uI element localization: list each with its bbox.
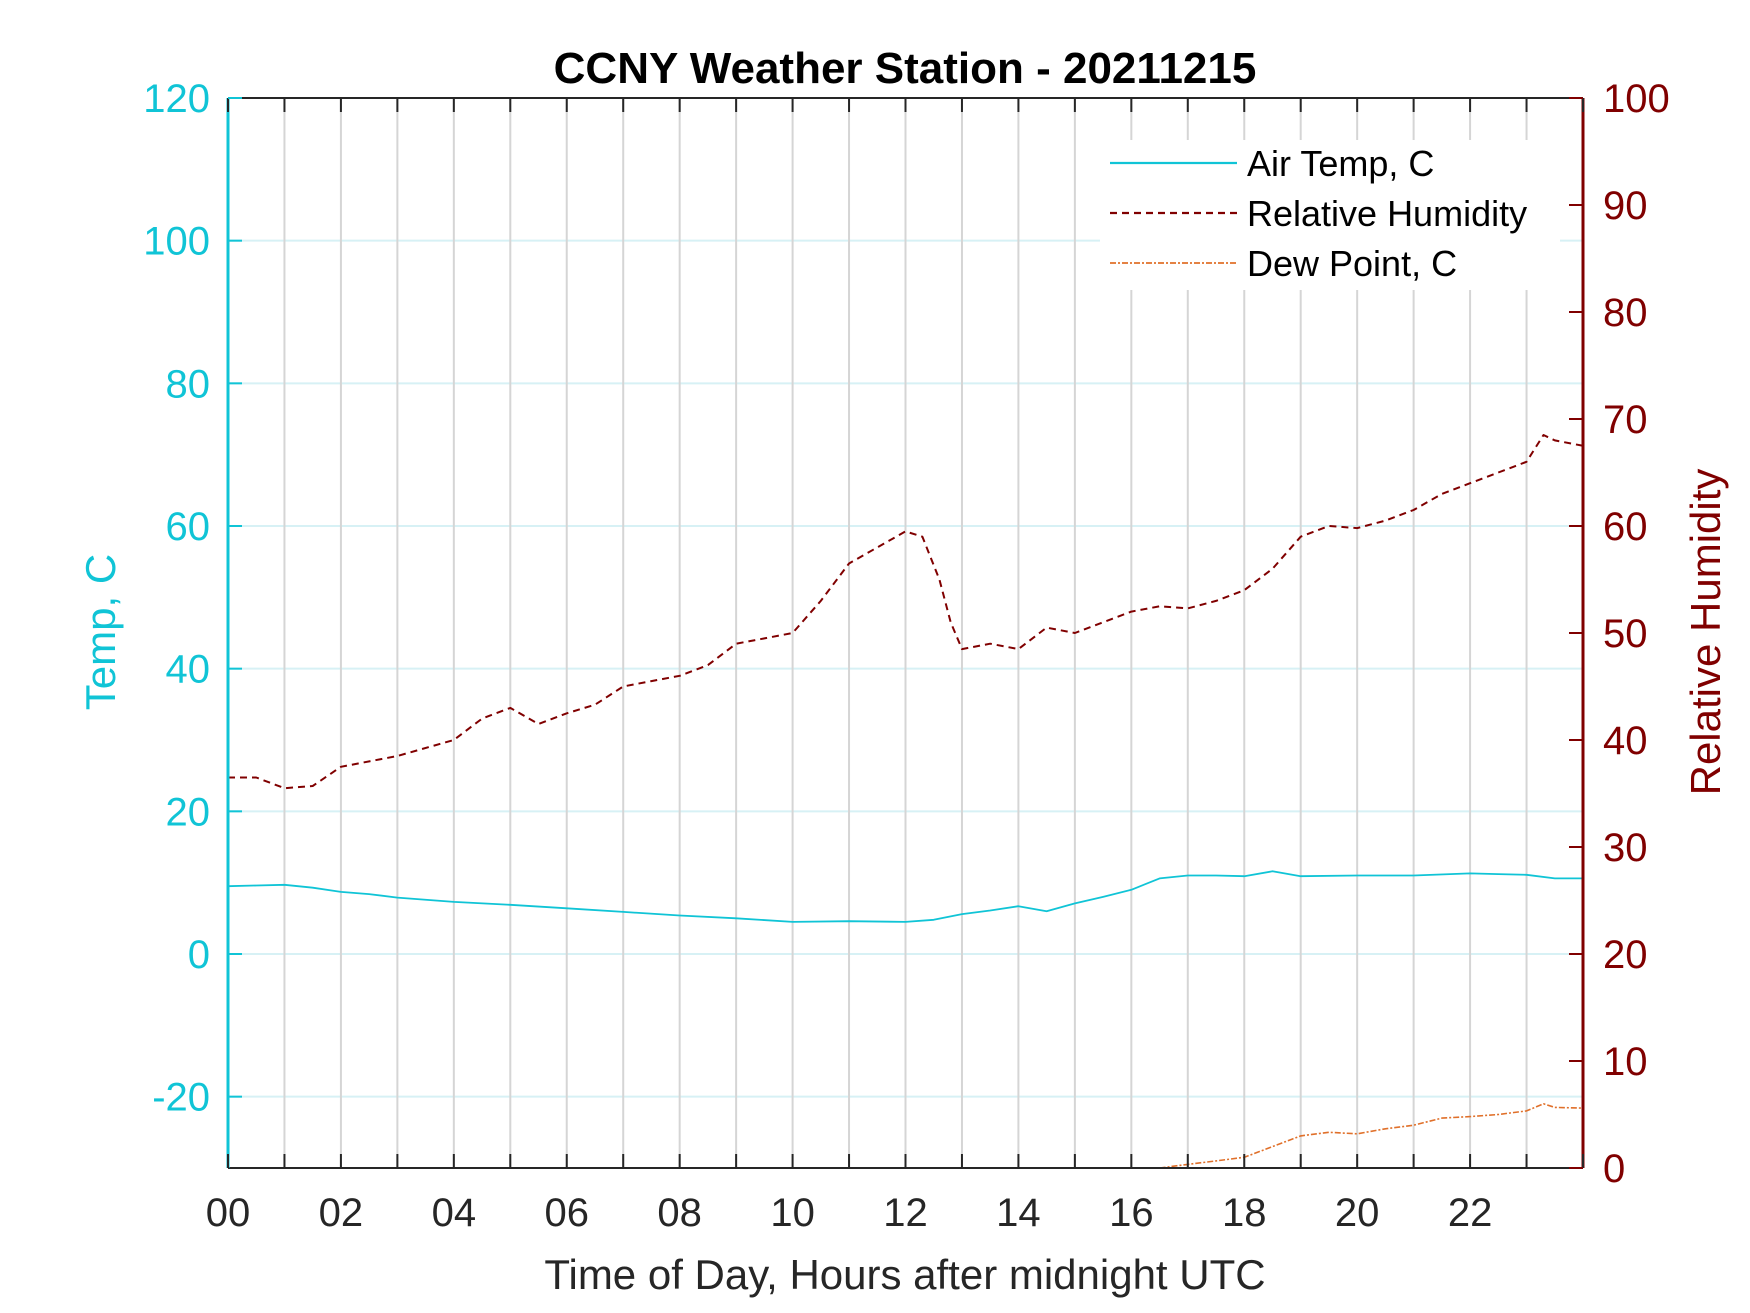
y-right-tick-label: 20 <box>1603 933 1648 977</box>
y-left-tick-label: 120 <box>143 77 210 121</box>
x-tick-label: 08 <box>657 1191 702 1235</box>
y-right-tick-label: 40 <box>1603 719 1648 763</box>
y-left-tick-label: 20 <box>166 790 211 834</box>
legend: Air Temp, C Relative Humidity Dew Point,… <box>1100 140 1560 290</box>
y-right-tick-label: 70 <box>1603 398 1648 442</box>
legend-box <box>1100 140 1560 290</box>
y-left-tick-label: -20 <box>152 1076 210 1120</box>
legend-label-dew-point: Dew Point, C <box>1247 243 1457 284</box>
series-line-relative-humidity <box>228 434 1584 790</box>
x-tick-label: 02 <box>319 1191 364 1235</box>
x-tick-label: 22 <box>1448 1191 1493 1235</box>
x-tick-label: 16 <box>1109 1191 1154 1235</box>
x-tick-label: 10 <box>770 1191 815 1235</box>
legend-label-relative-humidity: Relative Humidity <box>1247 193 1527 234</box>
y-left-tick-label: 0 <box>188 933 210 977</box>
series-layer <box>227 434 1584 1169</box>
series-line-air-temp-c <box>227 870 1583 923</box>
x-tick-label: 20 <box>1335 1191 1380 1235</box>
x-tick-label: 00 <box>206 1191 251 1235</box>
y-axis-left-label: Temp, C <box>77 554 124 710</box>
y-left-tick-label: 80 <box>166 362 211 406</box>
y-left-tick-label: 40 <box>166 648 211 692</box>
y-right-tick-label: 90 <box>1603 184 1648 228</box>
x-axis-label: Time of Day, Hours after midnight UTC <box>544 1251 1265 1298</box>
y-axis-right-label: Relative Humidity <box>1682 469 1729 796</box>
x-tick-label: 12 <box>883 1191 928 1235</box>
series-line-dew-point-c <box>1159 1103 1584 1169</box>
y-left-tick-label: 100 <box>143 220 210 264</box>
y-right-tick-label: 100 <box>1603 77 1670 121</box>
y-right-tick-label: 30 <box>1603 826 1648 870</box>
y-right-tick-label: 80 <box>1603 291 1648 335</box>
chart-title: CCNY Weather Station - 20211215 <box>554 44 1257 93</box>
y-right-tick-label: 50 <box>1603 612 1648 656</box>
axes-layer: 00 02 04 06 08 10 12 14 16 18 20 22-200204060801001… <box>143 77 1670 1235</box>
legend-label-air-temp: Air Temp, C <box>1247 143 1434 184</box>
x-tick-label: 06 <box>545 1191 590 1235</box>
y-right-tick-label: 10 <box>1603 1040 1648 1084</box>
x-tick-label: 14 <box>996 1191 1041 1235</box>
x-tick-label: 18 <box>1222 1191 1267 1235</box>
x-tick-label: 04 <box>432 1191 477 1235</box>
y-right-tick-label: 0 <box>1603 1147 1625 1191</box>
y-left-tick-label: 60 <box>166 505 211 549</box>
y-right-tick-label: 60 <box>1603 505 1648 549</box>
